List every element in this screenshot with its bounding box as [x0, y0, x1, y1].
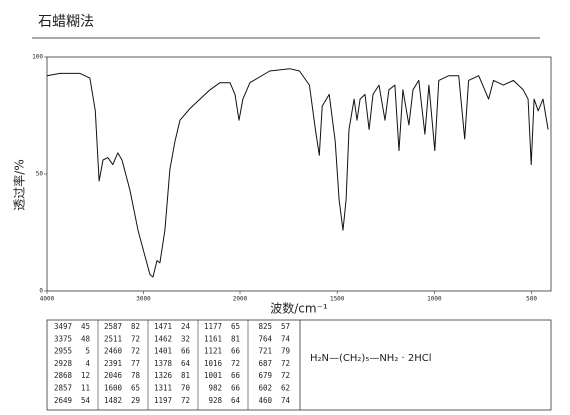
peak-wavenumber: 928	[208, 396, 222, 405]
peak-transmittance: 82	[131, 322, 140, 331]
peak-transmittance: 81	[181, 371, 190, 380]
y-tick-label: 0	[39, 288, 43, 295]
peak-transmittance: 11	[81, 384, 90, 393]
peak-transmittance: 12	[81, 371, 90, 380]
peak-wavenumber: 1016	[204, 359, 223, 368]
peak-transmittance: 64	[231, 396, 241, 405]
peak-wavenumber: 1177	[204, 322, 222, 331]
peak-transmittance: 72	[131, 347, 140, 356]
x-tick-label: 3000	[136, 296, 151, 303]
peak-transmittance: 66	[181, 347, 191, 356]
table-frame	[46, 319, 552, 411]
peak-wavenumber: 1121	[204, 347, 222, 356]
peak-wavenumber: 1311	[154, 384, 172, 393]
peak-wavenumber: 2460	[104, 347, 123, 356]
peak-transmittance: 79	[281, 347, 290, 356]
peak-wavenumber: 721	[258, 347, 272, 356]
peak-transmittance: 72	[281, 371, 290, 380]
spectrum-line	[46, 68, 549, 278]
peak-wavenumber: 3375	[54, 334, 72, 343]
peak-wavenumber: 1600	[104, 384, 123, 393]
peak-transmittance: 65	[231, 322, 240, 331]
peak-wavenumber: 2046	[104, 371, 123, 380]
peak-transmittance: 70	[181, 384, 191, 393]
y-tick-label: 100	[32, 54, 43, 61]
peak-transmittance: 81	[231, 334, 240, 343]
peak-wavenumber: 460	[258, 396, 272, 405]
peak-transmittance: 74	[281, 396, 291, 405]
peak-wavenumber: 679	[258, 371, 272, 380]
peak-transmittance: 32	[181, 334, 190, 343]
peak-transmittance: 77	[131, 359, 140, 368]
peak-transmittance: 72	[181, 396, 190, 405]
peak-wavenumber: 1378	[154, 359, 173, 368]
peak-wavenumber: 1001	[204, 371, 222, 380]
y-tick-label: 50	[36, 171, 44, 178]
peak-transmittance: 66	[231, 371, 241, 380]
peak-transmittance: 66	[231, 347, 241, 356]
peak-transmittance: 62	[281, 384, 290, 393]
peak-wavenumber: 3497	[54, 322, 72, 331]
x-tick-label: 1000	[427, 296, 442, 303]
peak-wavenumber: 825	[258, 322, 272, 331]
peak-wavenumber: 1482	[104, 396, 122, 405]
peak-transmittance: 48	[81, 334, 91, 343]
peak-transmittance: 74	[281, 334, 291, 343]
peak-transmittance: 78	[131, 371, 141, 380]
peak-wavenumber: 2928	[54, 359, 73, 368]
peak-wavenumber: 602	[258, 384, 272, 393]
peak-transmittance: 54	[81, 396, 91, 405]
peak-wavenumber: 2649	[54, 396, 72, 405]
peak-wavenumber: 2511	[104, 334, 122, 343]
peak-transmittance: 4	[85, 359, 90, 368]
peak-transmittance: 72	[131, 334, 140, 343]
peak-transmittance: 72	[231, 359, 240, 368]
peak-transmittance: 66	[231, 384, 241, 393]
peak-wavenumber: 2868	[54, 371, 73, 380]
peak-wavenumber: 1471	[154, 322, 172, 331]
peak-wavenumber: 2587	[104, 322, 122, 331]
x-tick-label: 500	[526, 296, 537, 303]
peak-transmittance: 29	[131, 396, 140, 405]
peak-wavenumber: 2857	[54, 384, 72, 393]
title: 石蜡糊法	[38, 14, 94, 30]
peak-wavenumber: 1161	[204, 334, 222, 343]
peak-transmittance: 64	[181, 359, 191, 368]
peak-transmittance: 65	[131, 384, 140, 393]
peak-transmittance: 45	[81, 322, 90, 331]
peak-wavenumber: 1401	[154, 347, 172, 356]
x-tick-label: 1500	[330, 296, 345, 303]
peak-wavenumber: 1462	[154, 334, 172, 343]
peak-transmittance: 5	[85, 347, 90, 356]
plot-frame	[46, 56, 552, 292]
peak-wavenumber: 1326	[154, 371, 173, 380]
peak-transmittance: 57	[281, 322, 290, 331]
peak-wavenumber: 982	[208, 384, 222, 393]
formula: H₂N—(CH₂)₅—NH₂ · 2HCl	[310, 353, 432, 364]
peak-wavenumber: 687	[258, 359, 272, 368]
x-tick-label: 4000	[40, 296, 55, 303]
peak-wavenumber: 2391	[104, 359, 122, 368]
peak-wavenumber: 764	[258, 334, 272, 343]
x-axis-label: 波数/cm⁻¹	[270, 301, 328, 316]
x-tick-label: 2000	[233, 296, 248, 303]
peak-transmittance: 24	[181, 322, 191, 331]
peak-wavenumber: 1197	[154, 396, 172, 405]
peak-transmittance: 72	[281, 359, 290, 368]
peak-wavenumber: 2955	[54, 347, 72, 356]
y-axis-label: 透过率/%	[12, 159, 27, 210]
